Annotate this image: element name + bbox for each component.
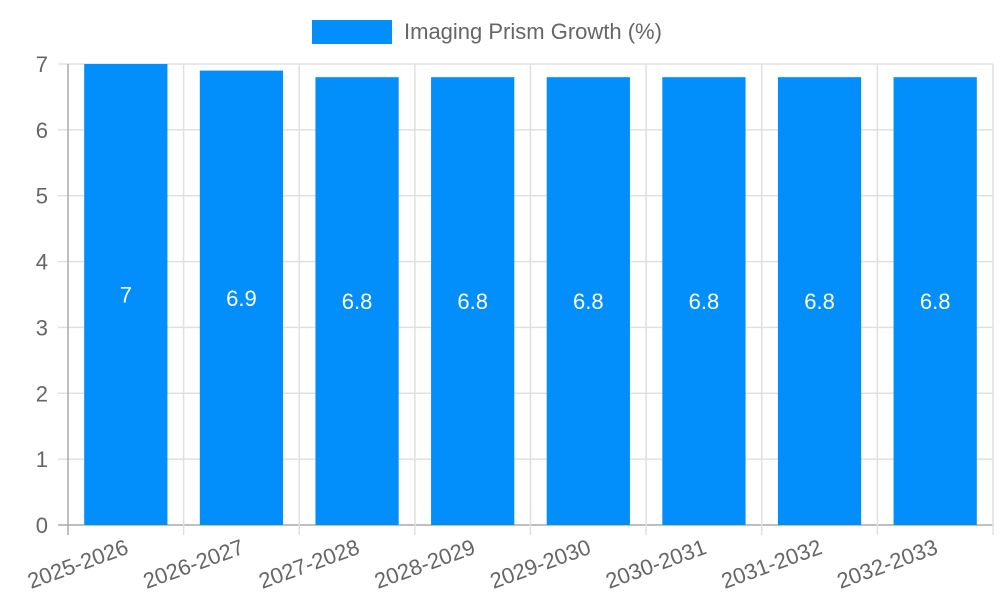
legend-label: Imaging Prism Growth (%): [404, 19, 662, 44]
y-tick-label: 5: [36, 184, 48, 209]
bar-value-label: 6.8: [342, 289, 373, 314]
bar[interactable]: [546, 77, 630, 526]
bars: 7 6.9 6.8 6.8 6.8 6.8 6.8 6.8: [84, 64, 977, 526]
x-tick-label: 2030-2031: [602, 534, 709, 593]
bar[interactable]: [199, 70, 284, 525]
bar[interactable]: [431, 77, 515, 526]
y-tick-label: 7: [36, 52, 48, 77]
x-tick-label: 2026-2027: [140, 534, 247, 593]
y-tick-label: 3: [36, 315, 48, 340]
bar-value-label: 6.8: [573, 289, 604, 314]
y-tick-label: 4: [36, 250, 48, 275]
bar-value-label: 6.8: [920, 289, 951, 314]
bar[interactable]: [662, 77, 746, 526]
y-tick-label: 0: [36, 513, 48, 538]
bar[interactable]: [893, 77, 977, 526]
bar-value-label: 6.8: [689, 289, 720, 314]
bar-value-label: 6.9: [226, 286, 257, 311]
x-tick-label: 2031-2032: [718, 534, 825, 593]
x-tick-label: 2027-2028: [255, 534, 362, 593]
y-tick-label: 6: [36, 118, 48, 143]
bar-value-label: 6.8: [804, 289, 835, 314]
chart-legend[interactable]: Imaging Prism Growth (%): [312, 19, 662, 45]
bar[interactable]: [84, 64, 168, 525]
x-tick-label: 2025-2026: [24, 534, 131, 593]
bar-value-label: 6.8: [457, 289, 488, 314]
x-tick-label: 2032-2033: [833, 534, 940, 593]
bar-value-label: 7: [120, 283, 132, 308]
y-tick-label: 1: [36, 447, 48, 472]
bar[interactable]: [777, 77, 862, 526]
x-tick-label: 2028-2029: [371, 534, 478, 593]
y-tick-label: 2: [36, 381, 48, 406]
x-tick-label: 2029-2030: [487, 534, 594, 593]
bar[interactable]: [315, 77, 399, 526]
legend-swatch: [312, 20, 392, 44]
